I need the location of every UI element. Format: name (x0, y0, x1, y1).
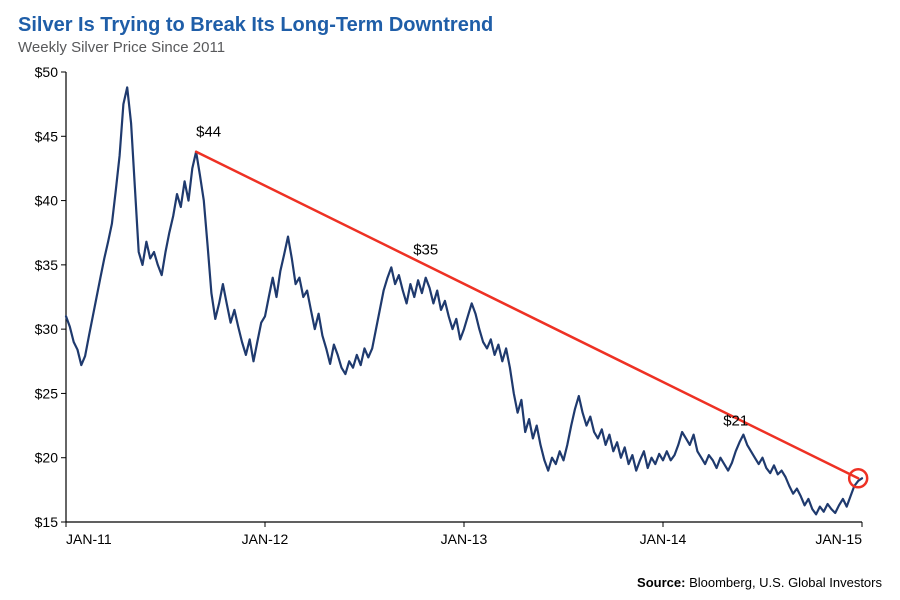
y-tick-label: $20 (35, 450, 59, 466)
y-tick-label: $50 (35, 64, 59, 80)
y-tick-label: $35 (35, 257, 59, 273)
x-tick-label: JAN-13 (441, 531, 488, 547)
y-tick-label: $30 (35, 321, 59, 337)
y-tick-label: $40 (35, 193, 59, 209)
price-annotation: $21 (723, 413, 748, 430)
x-tick-label: JAN-14 (640, 531, 687, 547)
y-tick-label: $45 (35, 128, 59, 144)
price-line (66, 87, 862, 514)
silver-line-chart: $15 $20 $25 $30 $35 $40 $45 $50 JAN-11 JAN-12 JAN-… (18, 62, 882, 562)
x-tick-label: JAN-15 (815, 531, 862, 547)
y-tick-label: $25 (35, 385, 59, 401)
chart-source: Source: Bloomberg, U.S. Global Investors (637, 575, 882, 590)
chart-subtitle: Weekly Silver Price Since 2011 (18, 39, 882, 56)
y-tick-label: $15 (35, 514, 59, 530)
x-tick-label: JAN-11 (66, 531, 112, 547)
x-tick-label: JAN-12 (242, 531, 289, 547)
chart-title: Silver Is Trying to Break Its Long-Term … (18, 14, 882, 37)
price-annotation: $35 (413, 242, 438, 259)
price-annotation: $44 (196, 123, 221, 140)
